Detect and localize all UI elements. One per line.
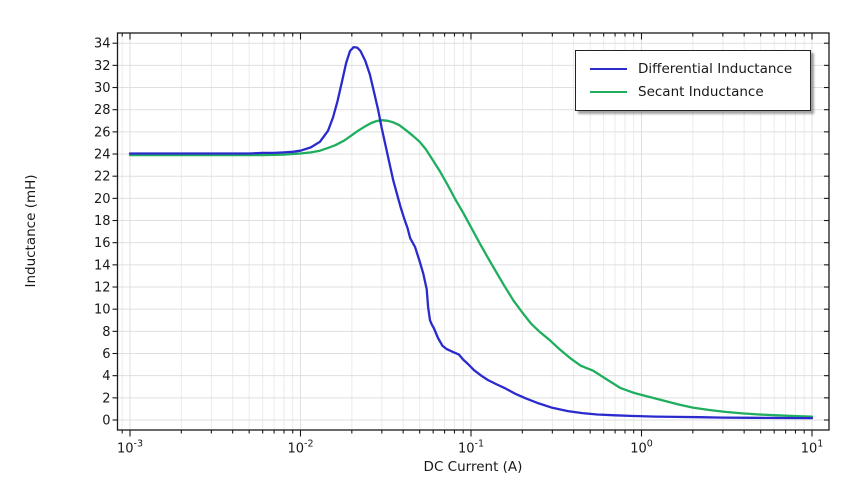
legend-line-differential-inductance <box>590 67 627 70</box>
svg-text:8: 8 <box>102 325 110 340</box>
svg-text:28: 28 <box>94 103 111 118</box>
svg-text:14: 14 <box>94 258 111 273</box>
svg-text:32: 32 <box>94 59 111 74</box>
svg-text:16: 16 <box>94 236 111 251</box>
legend-label-differential-inductance: Differential Inductance <box>638 60 793 77</box>
legend-label-secant-inductance: Secant Inductance <box>638 83 764 100</box>
svg-text:0: 0 <box>102 414 110 429</box>
svg-text:2: 2 <box>102 391 110 406</box>
x-tick-labels: 10-3 10-2 10-1 100 101 <box>117 439 823 457</box>
legend: Differential Inductance Secant Inductanc… <box>575 50 811 111</box>
svg-text:20: 20 <box>94 192 111 207</box>
minor-gridlines <box>121 33 805 430</box>
svg-text:10-2: 10-2 <box>287 439 313 457</box>
svg-text:24: 24 <box>94 148 111 163</box>
axis-box <box>116 32 830 431</box>
major-gridlines <box>117 33 829 430</box>
svg-text:10: 10 <box>94 303 111 318</box>
svg-text:18: 18 <box>94 214 111 229</box>
axis-ticks <box>112 33 829 437</box>
data-series <box>128 45 814 420</box>
legend-item-differential: Differential Inductance <box>576 57 810 80</box>
svg-text:26: 26 <box>94 125 111 140</box>
svg-text:10-1: 10-1 <box>458 439 484 457</box>
svg-text:6: 6 <box>102 347 110 362</box>
svg-text:34: 34 <box>94 37 111 52</box>
svg-text:30: 30 <box>94 81 111 96</box>
svg-text:101: 101 <box>801 439 824 457</box>
svg-text:100: 100 <box>630 439 653 457</box>
legend-line-secant-inductance <box>590 90 627 93</box>
svg-text:22: 22 <box>94 170 111 185</box>
legend-item-secant: Secant Inductance <box>576 80 810 103</box>
svg-text:12: 12 <box>94 281 111 296</box>
svg-text:10-3: 10-3 <box>117 439 143 457</box>
y-axis-label: Inductance (mH) <box>23 174 39 288</box>
x-axis-label: DC Current (A) <box>423 459 523 475</box>
svg-text:4: 4 <box>102 369 110 384</box>
